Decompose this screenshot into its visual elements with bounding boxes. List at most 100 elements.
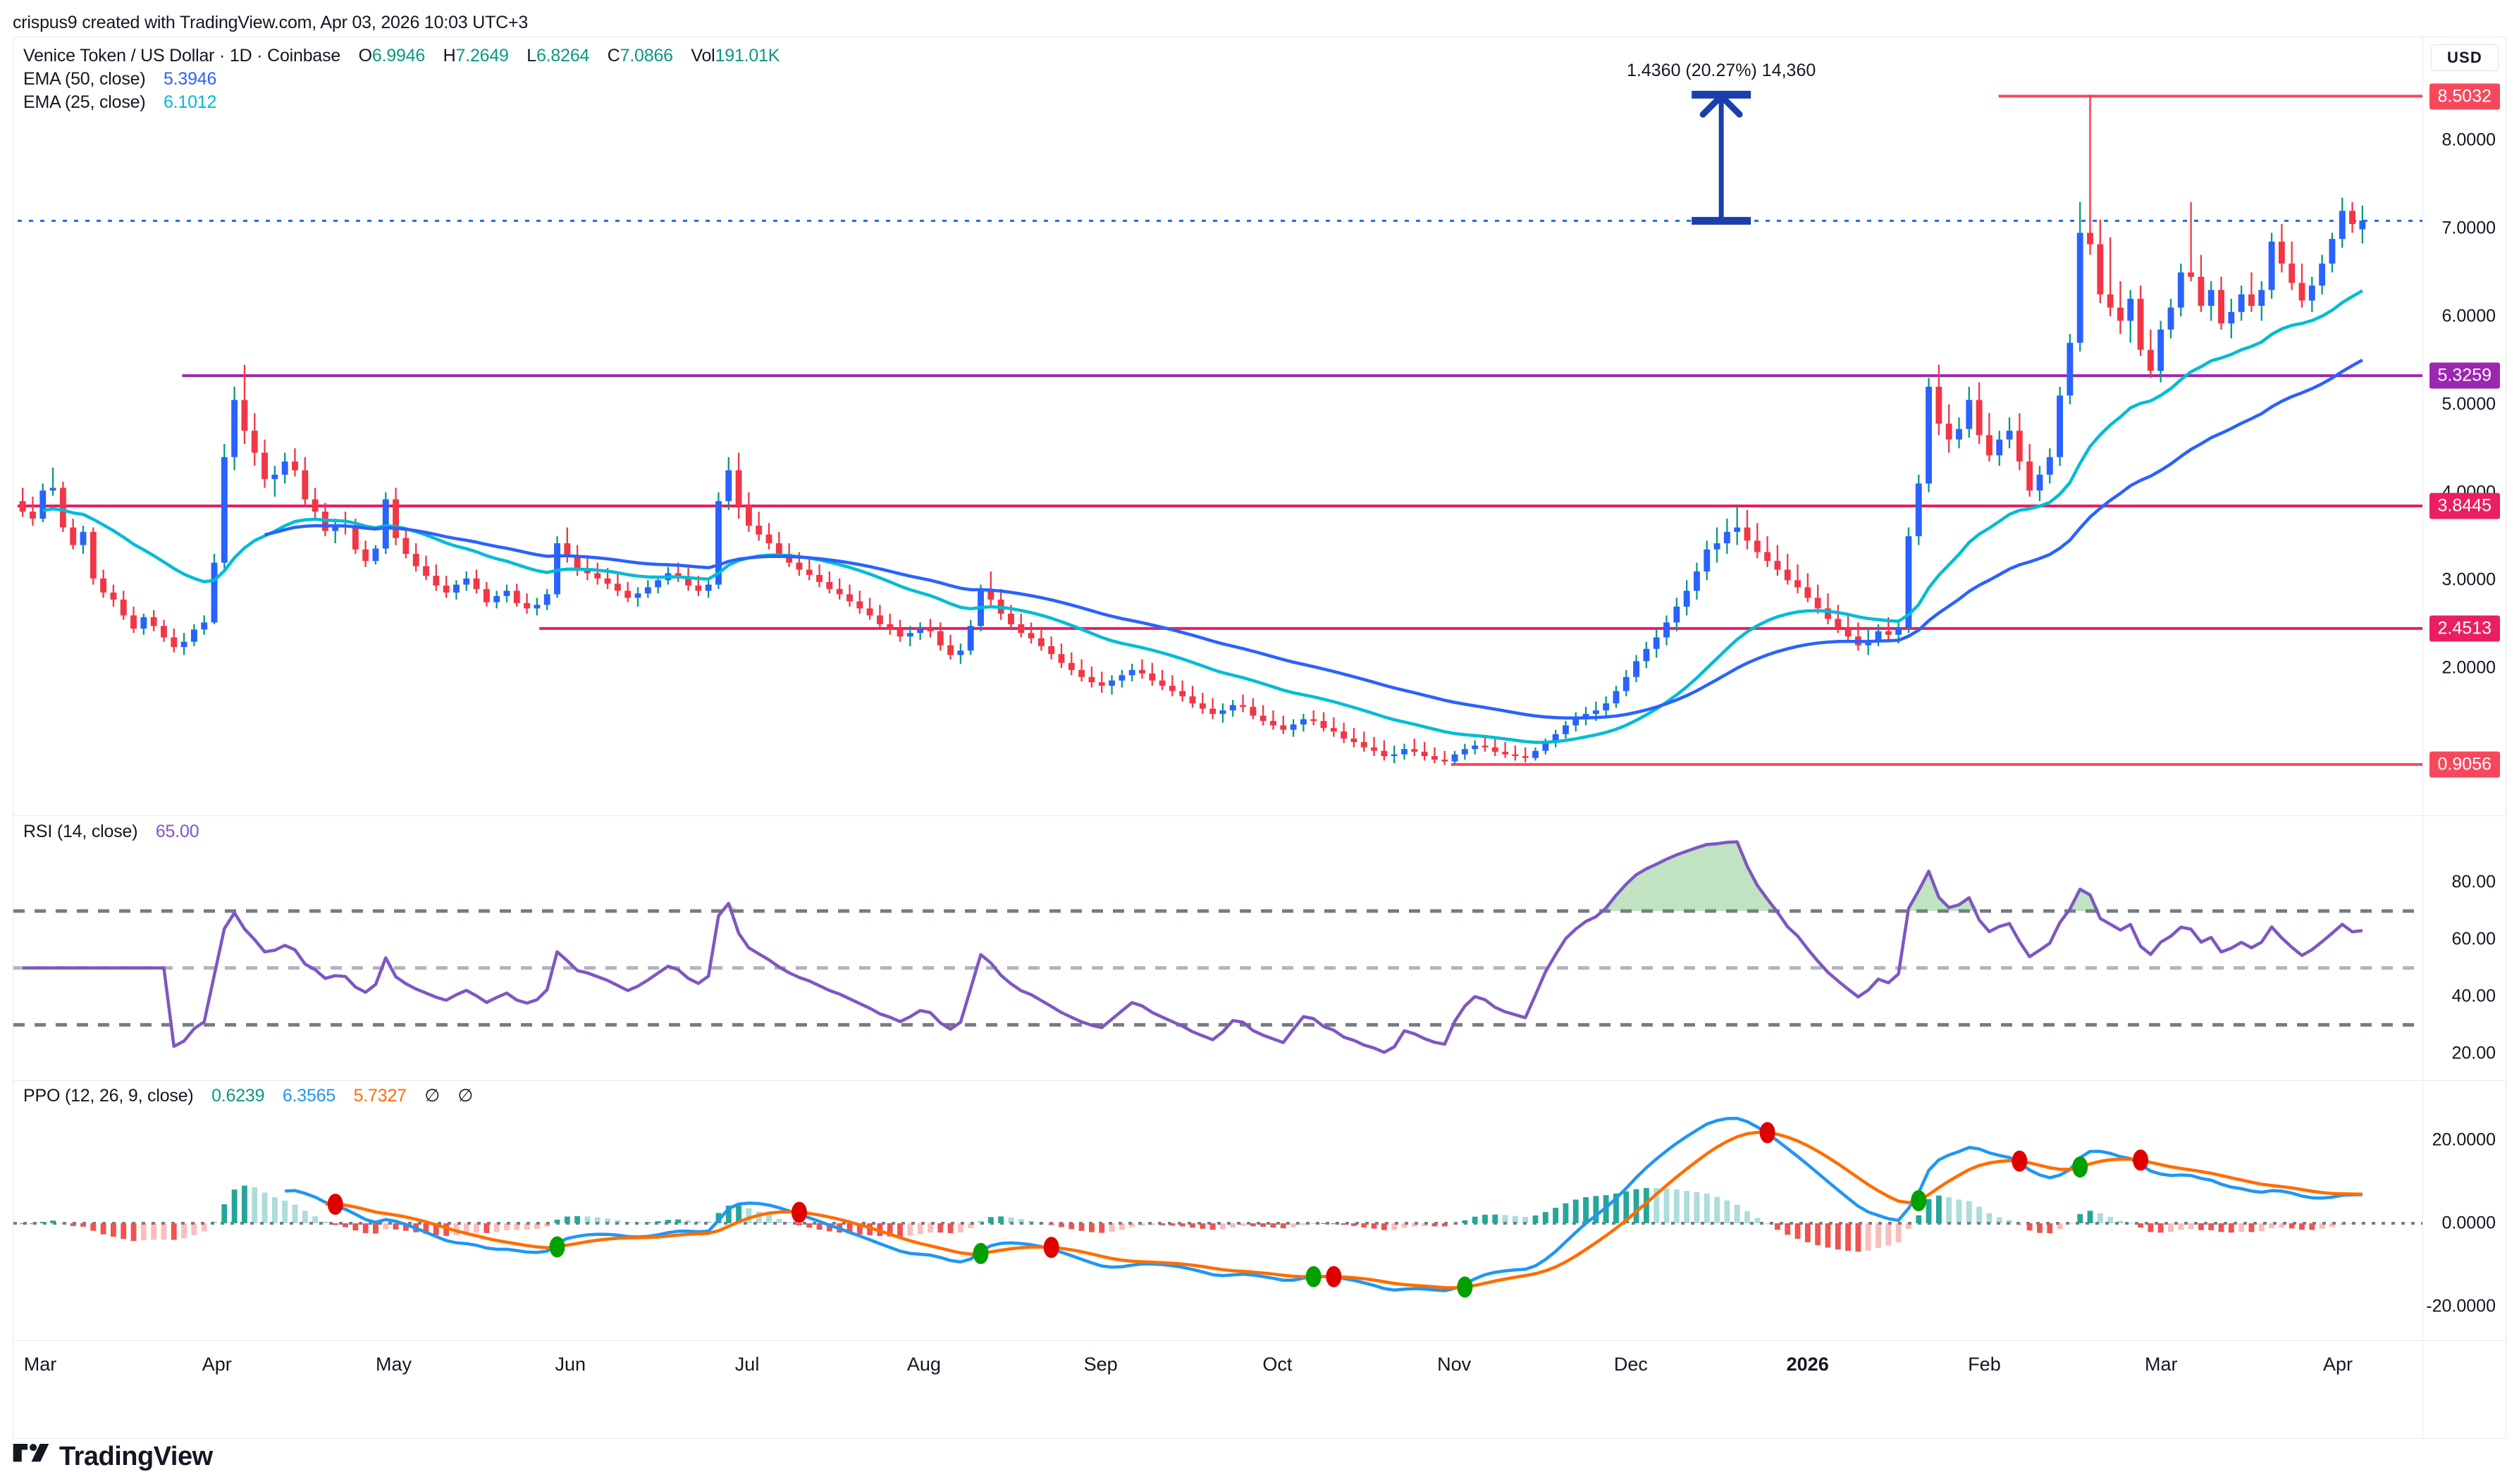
price-level-pill[interactable]: 0.9056	[2429, 751, 2500, 778]
candle-body	[1653, 637, 1660, 649]
candle-body	[1522, 756, 1529, 758]
price-level-pill[interactable]: 8.5032	[2429, 83, 2500, 110]
ppo-label[interactable]: PPO (12, 26, 9, close)	[23, 1086, 194, 1106]
price-level-pill[interactable]: 3.8445	[2429, 493, 2500, 519]
price-level-pill[interactable]: 2.4513	[2429, 615, 2500, 642]
pane-divider-ppo	[13, 1080, 2506, 1081]
ppo-histogram-bar	[987, 1217, 994, 1223]
ppo-histogram-bar	[402, 1223, 409, 1231]
time-axis-label[interactable]: Jul	[734, 1354, 760, 1375]
candle-body	[1028, 633, 1035, 638]
ppo-empty-1: ∅	[424, 1086, 440, 1106]
ppo-buy-marker[interactable]	[1911, 1189, 1927, 1211]
candle-body	[1723, 531, 1730, 544]
ppo-histogram-bar	[322, 1221, 328, 1223]
time-axis-label[interactable]: Mar	[2144, 1354, 2178, 1375]
time-axis-label[interactable]: Sep	[1083, 1354, 1118, 1375]
candle-body	[1814, 598, 1821, 609]
price-level-pill[interactable]: 5.3259	[2429, 362, 2500, 389]
time-axis-label[interactable]: Aug	[906, 1354, 941, 1375]
ppo-histogram-bar	[393, 1223, 399, 1230]
candle-body	[1421, 751, 1428, 757]
ppo-histogram-bar	[2037, 1223, 2043, 1233]
time-axis-label[interactable]: Oct	[1262, 1354, 1293, 1375]
ppo-sell-marker[interactable]	[1043, 1237, 1059, 1259]
candle-body	[2258, 290, 2265, 306]
ppo-sell-marker[interactable]	[327, 1193, 343, 1215]
ppo-axis[interactable]: 20.0000 0.0000 -20.0000	[2423, 1081, 2506, 1340]
time-axis[interactable]: Mar Apr May Jun Jul Aug Sep Oct Nov Dec 2026 Feb Mar…	[13, 1354, 2421, 1396]
ppo-histogram-bar	[1341, 1223, 1347, 1225]
candle-body	[534, 605, 541, 609]
time-axis-label[interactable]: May	[376, 1354, 412, 1375]
candle-body	[1694, 571, 1700, 591]
ppo-sell-marker[interactable]	[791, 1201, 807, 1223]
candle-body	[292, 461, 298, 471]
candle-body	[1482, 746, 1489, 748]
ppo-sell-marker[interactable]	[2012, 1150, 2028, 1172]
time-axis-label[interactable]: Apr	[202, 1354, 232, 1375]
measure-arrow[interactable]	[1692, 90, 1751, 225]
ppo-histogram-bar	[1462, 1220, 1468, 1223]
rsi-label[interactable]: RSI (14, close)	[23, 822, 138, 841]
candle-body	[1935, 386, 1942, 424]
candle-body	[2198, 276, 2205, 306]
ppo-sell-marker[interactable]	[1759, 1122, 1775, 1144]
time-axis-label[interactable]: Nov	[1437, 1354, 1472, 1375]
candle-body	[352, 527, 359, 550]
candle-body	[80, 531, 87, 545]
price-pane[interactable]: Venice Token / US Dollar · 1D · Coinbase…	[13, 37, 2506, 815]
candle-body	[1048, 646, 1055, 655]
candle-body	[1643, 648, 1650, 662]
ppo-sell-marker[interactable]	[2133, 1149, 2149, 1171]
rsi-axis[interactable]: 80.00 60.00 40.00 20.00	[2423, 816, 2506, 1080]
rsi-pane[interactable]: RSI (14, close) 65.00	[13, 816, 2506, 1080]
time-axis-label[interactable]: Apr	[2322, 1354, 2353, 1375]
ppo-histogram-bar	[1502, 1215, 1508, 1223]
time-axis-label[interactable]: Feb	[1968, 1354, 2001, 1375]
candle-body	[937, 631, 944, 645]
ema50-label[interactable]: EMA (50, close)	[23, 69, 146, 89]
ppo-histogram-bar	[1956, 1199, 1962, 1223]
ppo-histogram-bar	[1633, 1189, 1639, 1223]
candle-body	[140, 617, 147, 629]
ppo-histogram-bar	[493, 1223, 500, 1232]
symbol-title[interactable]: Venice Token / US Dollar	[23, 46, 215, 66]
tradingview-logo-icon	[13, 1443, 49, 1471]
candle-body	[675, 573, 682, 577]
time-axis-label[interactable]: Dec	[1613, 1354, 1648, 1375]
ppo-pane[interactable]: PPO (12, 26, 9, close) 0.6239 6.3565 5.7…	[13, 1081, 2506, 1340]
candle-body	[2087, 233, 2093, 245]
ppo-signal-value: 5.7327	[353, 1086, 407, 1106]
ppo-sell-marker[interactable]	[1326, 1266, 1342, 1287]
candle-body	[443, 585, 450, 593]
ppo-histogram-bar	[1653, 1188, 1660, 1223]
ppo-histogram-bar	[2188, 1223, 2194, 1229]
time-axis-label[interactable]: Jun	[555, 1354, 586, 1375]
ppo-histogram-bar	[181, 1223, 187, 1239]
ppo-buy-marker[interactable]	[1457, 1276, 1473, 1298]
ppo-histogram-bar	[1996, 1217, 2002, 1223]
ppo-histogram-bar	[675, 1219, 682, 1223]
candle-body	[150, 617, 157, 626]
ppo-buy-marker[interactable]	[2072, 1156, 2088, 1178]
ppo-histogram-bar	[947, 1223, 954, 1234]
currency-badge[interactable]: USD	[2430, 44, 2499, 71]
indicator-line	[42, 289, 2363, 744]
ppo-buy-marker[interactable]	[973, 1242, 989, 1264]
candle-body	[312, 499, 319, 512]
ppo-buy-marker[interactable]	[549, 1236, 565, 1258]
exchange-label[interactable]: Coinbase	[267, 46, 341, 66]
candle-body	[19, 501, 26, 512]
price-axis[interactable]: USD 8.0000 7.0000 6.0000 5.0000 4.0000 3.0000…	[2423, 37, 2506, 815]
candle-body	[1330, 728, 1337, 732]
candle-body	[1572, 719, 1579, 726]
time-axis-label[interactable]: 2026	[1786, 1354, 1829, 1375]
ppo-histogram-bar	[261, 1192, 268, 1223]
ema25-label[interactable]: EMA (25, close)	[23, 92, 146, 112]
ppo-histogram-bar	[1310, 1223, 1317, 1225]
time-axis-label[interactable]: Mar	[23, 1354, 57, 1375]
ppo-buy-marker[interactable]	[1305, 1266, 1322, 1287]
candle-body	[180, 641, 187, 648]
interval-label[interactable]: 1D	[229, 46, 252, 66]
